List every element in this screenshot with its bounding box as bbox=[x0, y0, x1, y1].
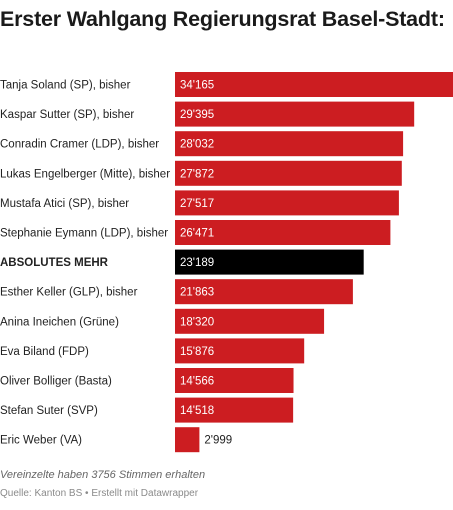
category-label: Stefan Suter (SVP) bbox=[0, 405, 98, 417]
vote-bar bbox=[175, 220, 391, 245]
value-label: 2'999 bbox=[204, 435, 232, 447]
value-label: 29'395 bbox=[180, 109, 214, 121]
value-label: 23'189 bbox=[180, 257, 214, 269]
category-label: Tanja Soland (SP), bisher bbox=[0, 80, 131, 92]
source-credit: Quelle: Kanton BS • Erstellt mit Datawra… bbox=[0, 488, 199, 499]
value-label: 14'566 bbox=[180, 376, 214, 388]
vote-bar bbox=[175, 279, 353, 305]
category-label: Kaspar Sutter (SP), bisher bbox=[0, 109, 134, 121]
vote-bar bbox=[175, 160, 402, 186]
vote-bar bbox=[175, 72, 453, 97]
category-label: Eric Weber (VA) bbox=[0, 435, 82, 447]
category-label: Oliver Bolliger (Basta) bbox=[0, 376, 112, 388]
vote-bar bbox=[175, 397, 294, 423]
vote-bar bbox=[175, 131, 404, 157]
category-label: ABSOLUTES MEHR bbox=[0, 257, 109, 269]
value-label: 18'320 bbox=[180, 316, 214, 328]
vote-bar bbox=[175, 338, 305, 364]
value-label: 21'863 bbox=[180, 287, 214, 299]
value-label: 28'032 bbox=[180, 139, 214, 151]
vote-bar bbox=[175, 308, 325, 334]
bar-chart: Tanja Soland (SP), bisher 34'165 Kaspar Su… bbox=[0, 72, 453, 453]
threshold-bar bbox=[175, 249, 364, 275]
category-label: Esther Keller (GLP), bisher bbox=[0, 287, 138, 299]
value-label: 27'872 bbox=[180, 168, 214, 180]
value-label: 14'518 bbox=[180, 405, 214, 417]
footnote: Vereinzelte haben 3756 Stimmen erhalten bbox=[0, 469, 206, 481]
category-label: Mustafa Atici (SP), bisher bbox=[0, 198, 129, 210]
vote-bar bbox=[175, 101, 415, 127]
value-label: 15'876 bbox=[180, 346, 214, 358]
category-label: Lukas Engelberger (Mitte), bisher bbox=[0, 168, 170, 180]
vote-bar bbox=[175, 190, 399, 216]
category-label: Eva Biland (FDP) bbox=[0, 346, 89, 358]
value-label: 26'471 bbox=[180, 228, 214, 240]
vote-bar bbox=[175, 427, 200, 453]
chart-title: Erster Wahlgang Regierungsrat Basel-Stad… bbox=[0, 7, 445, 31]
vote-bar bbox=[175, 368, 294, 393]
category-label: Conradin Cramer (LDP), bisher bbox=[0, 139, 159, 151]
value-label: 27'517 bbox=[180, 198, 214, 210]
value-label: 34'165 bbox=[180, 80, 214, 92]
category-label: Anina Ineichen (Grüne) bbox=[0, 316, 119, 328]
category-label: Stephanie Eymann (LDP), bisher bbox=[0, 228, 168, 240]
